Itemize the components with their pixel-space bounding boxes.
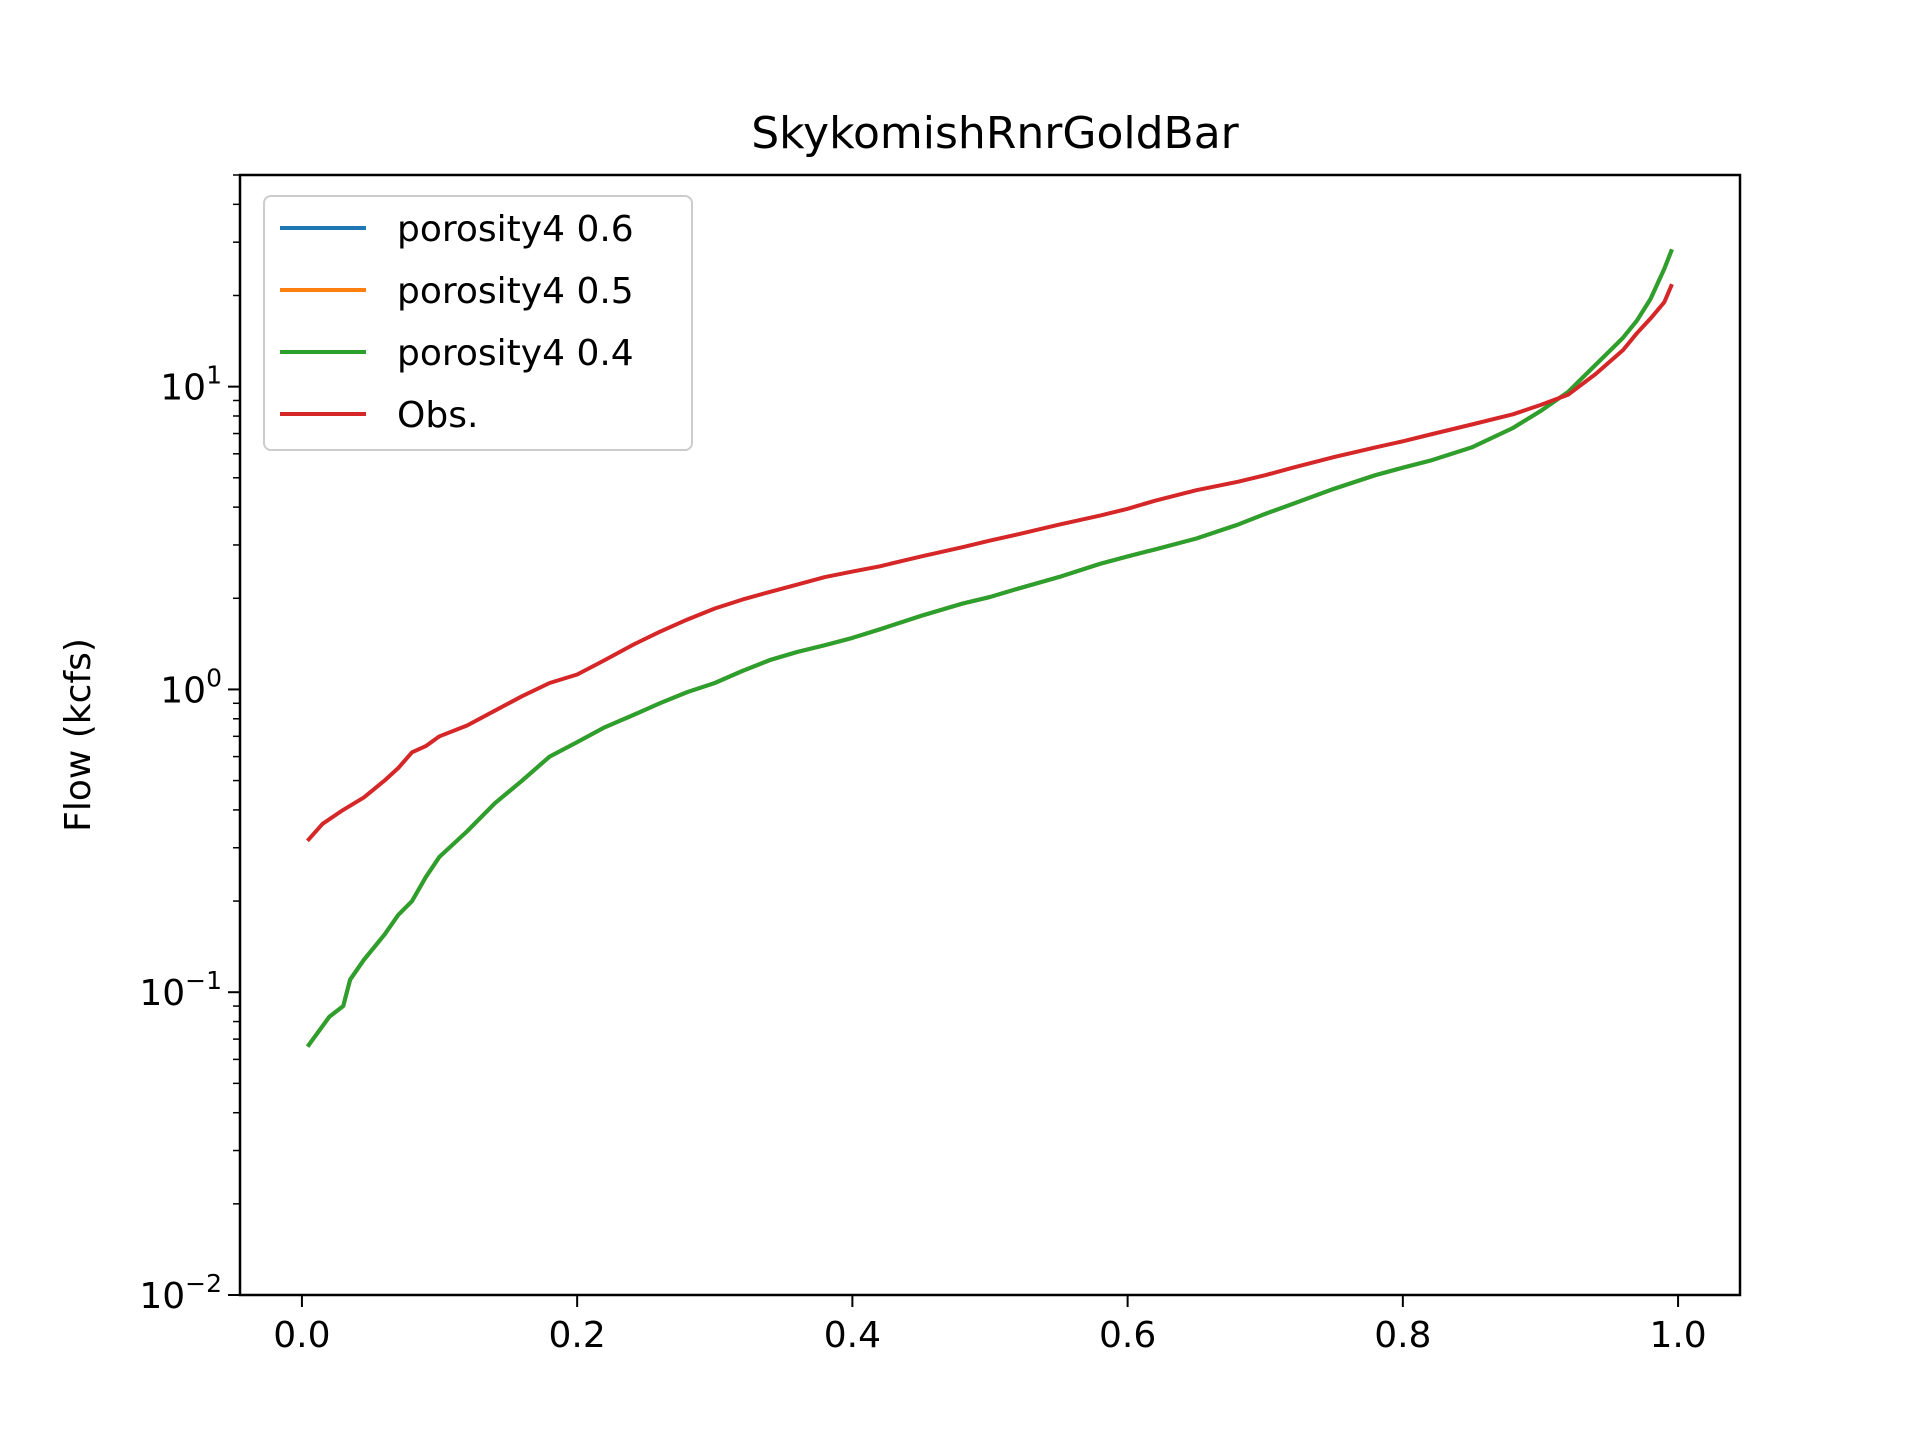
plot-area xyxy=(305,248,1674,1048)
x-tick-label: 0.2 xyxy=(549,1315,606,1356)
series-line-3 xyxy=(305,283,1674,843)
legend-label: porosity4 0.6 xyxy=(397,209,634,250)
y-tick-label: 100 xyxy=(160,663,222,711)
legend-box xyxy=(263,195,693,451)
series-layer xyxy=(305,248,1674,1048)
series-line-2 xyxy=(306,248,1674,1048)
legend-label: Obs. xyxy=(397,395,478,436)
legend: porosity4 0.6 porosity4 0.5 porosity4 0.4 O… xyxy=(263,195,693,451)
y-axis-ticks: 10−2 10−1 100 101 xyxy=(139,174,240,1317)
x-axis-ticks: 0.0 0.2 0.4 0.6 0.8 1.0 xyxy=(273,1295,1707,1356)
legend-label: porosity4 0.5 xyxy=(397,271,634,312)
y-tick-label: 10−2 xyxy=(139,1269,222,1317)
x-tick-label: 0.0 xyxy=(273,1315,330,1356)
legend-label: porosity4 0.4 xyxy=(397,333,634,374)
y-tick-label: 101 xyxy=(160,361,222,409)
y-axis-label: Flow (kcfs) xyxy=(58,638,99,832)
axes-frame xyxy=(238,173,1742,1297)
x-tick-label: 0.6 xyxy=(1099,1315,1156,1356)
y-tick-label: 10−1 xyxy=(139,966,222,1014)
chart-title: SkykomishRnrGoldBar xyxy=(751,108,1239,159)
x-tick-label: 0.8 xyxy=(1374,1315,1431,1356)
x-tick-label: 1.0 xyxy=(1649,1315,1706,1356)
x-tick-label: 0.4 xyxy=(824,1315,881,1356)
